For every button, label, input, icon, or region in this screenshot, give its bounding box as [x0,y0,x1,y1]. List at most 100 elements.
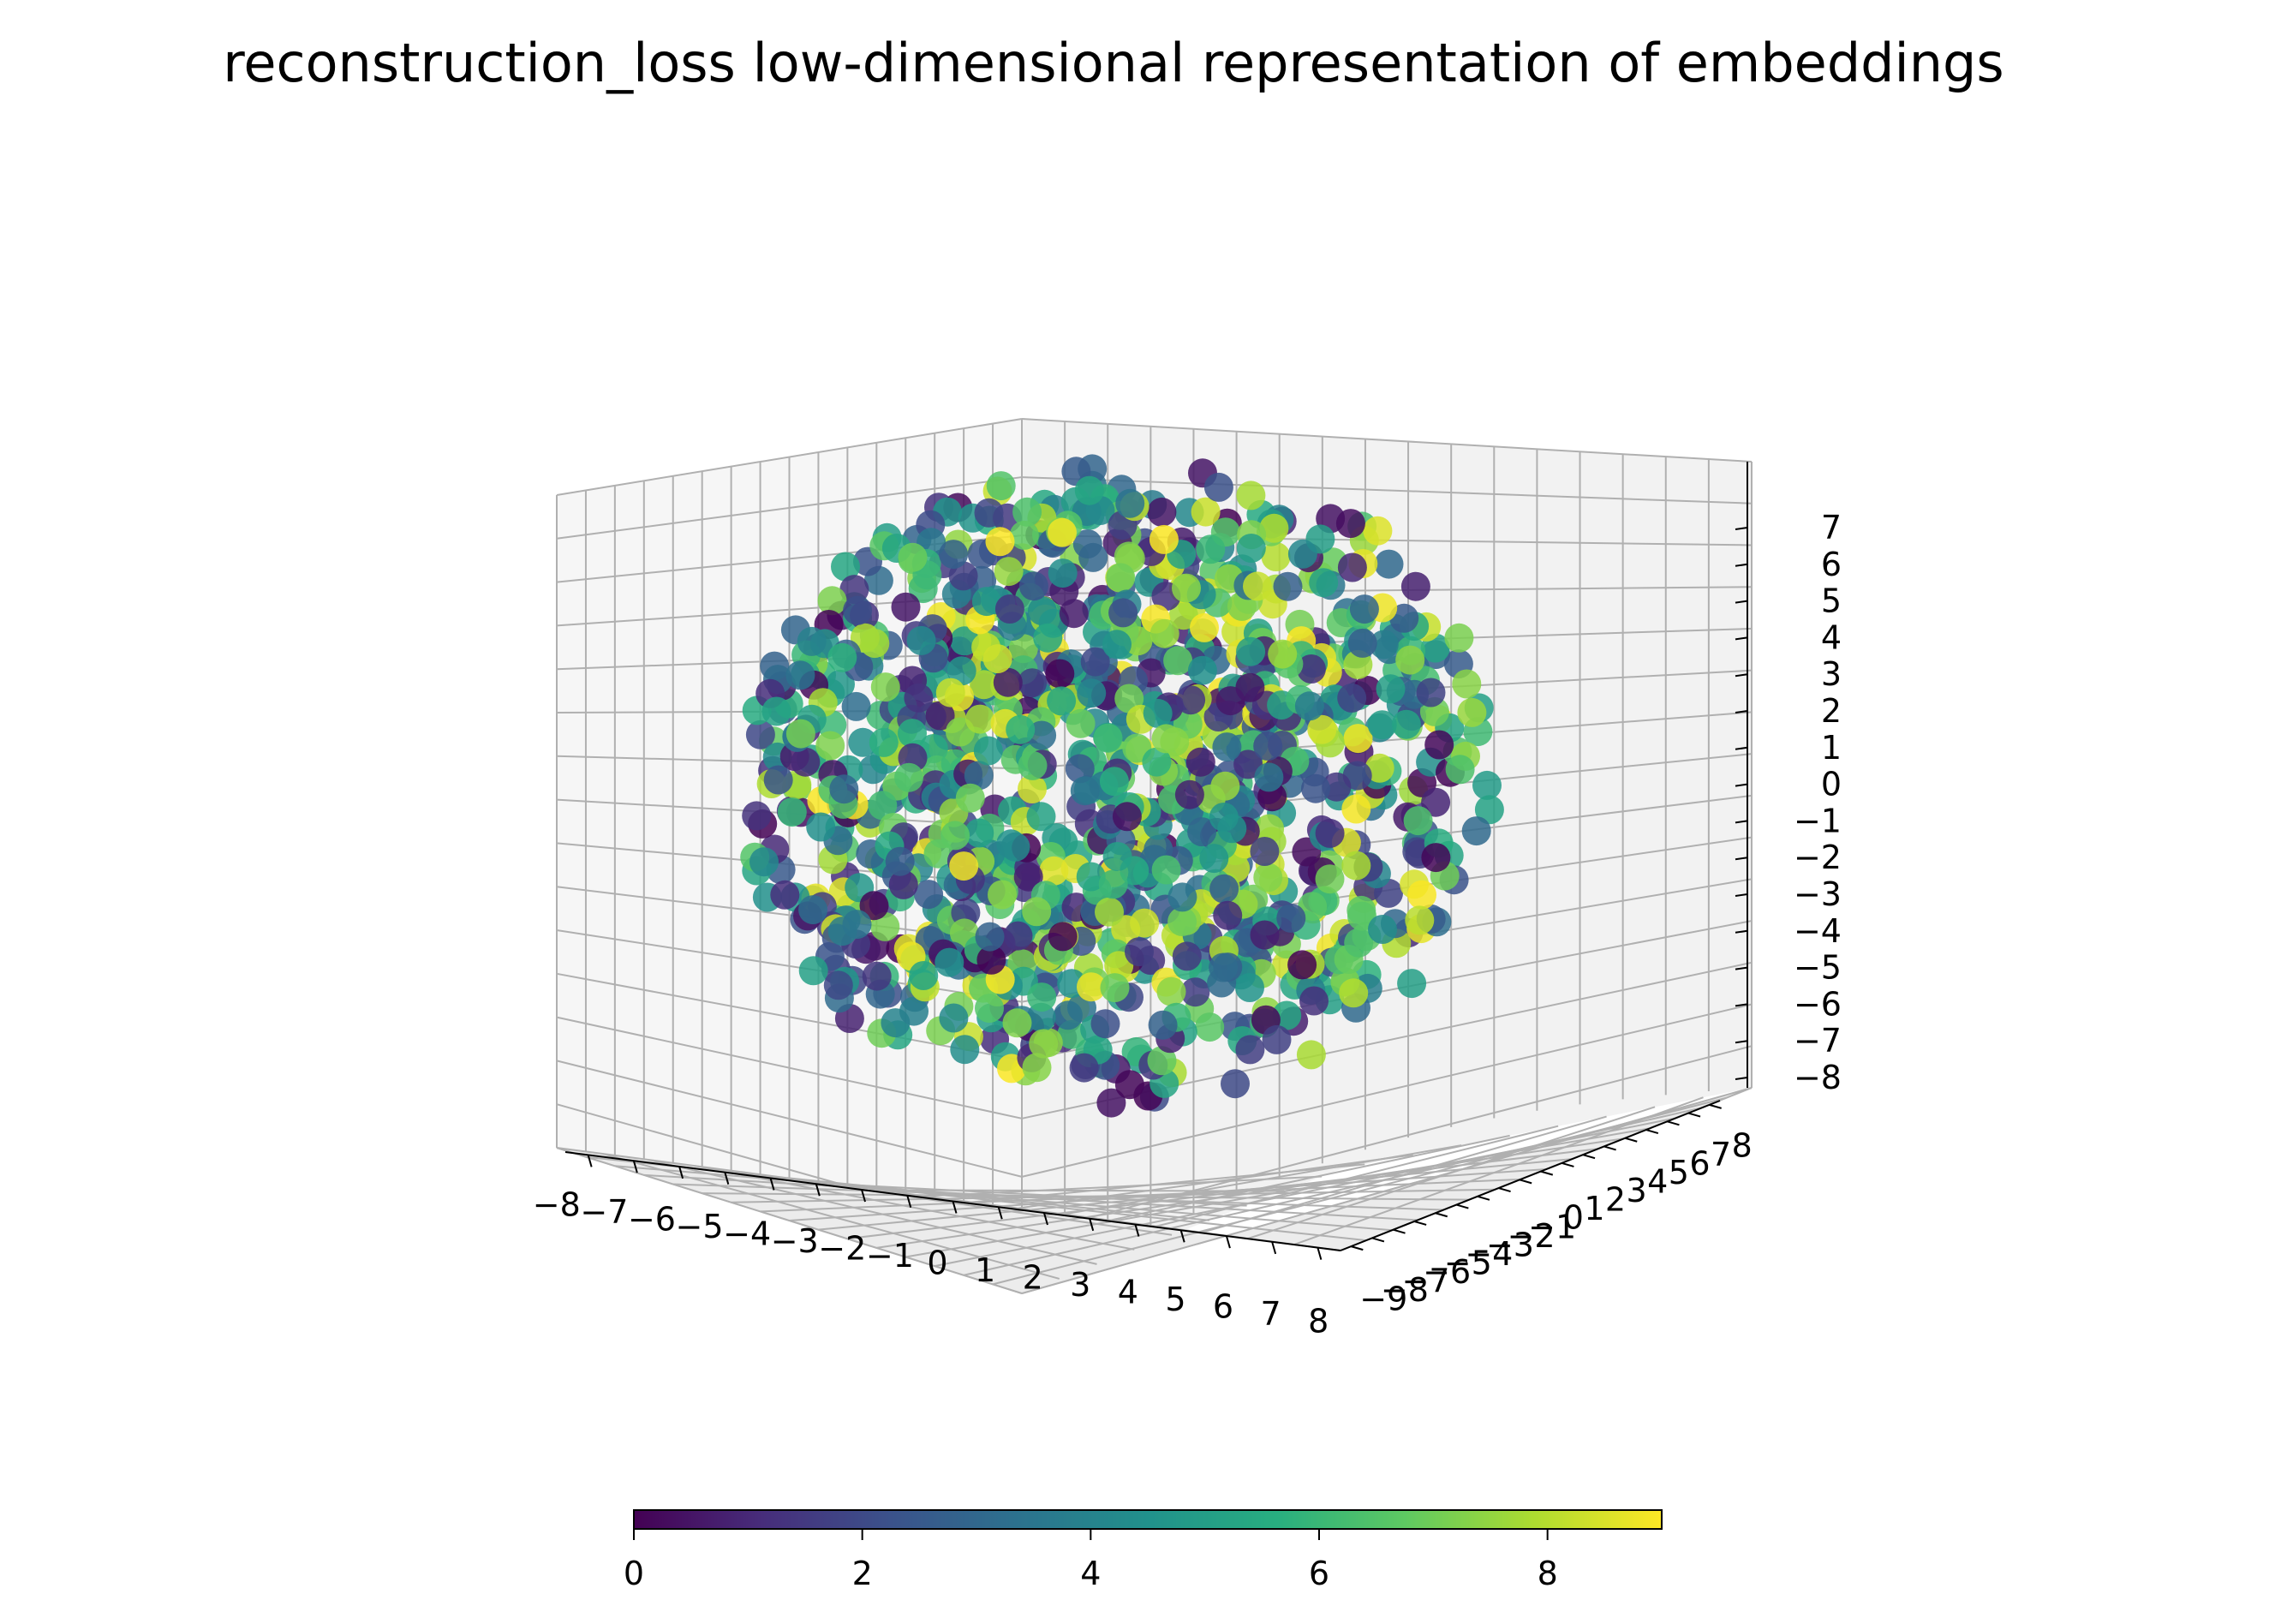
data-point [1080,647,1110,677]
y-tick-mark [1519,1179,1532,1185]
data-point [985,527,1015,557]
data-point [1395,645,1425,675]
data-point [797,626,827,656]
data-point [1322,772,1352,802]
x-tick-label: −8 [533,1185,581,1223]
x-tick-mark [769,1178,775,1191]
data-point [843,595,873,625]
data-point [1069,1053,1099,1083]
data-point [898,542,928,572]
x-tick-mark [1317,1247,1323,1260]
data-point [1209,952,1239,982]
y-axis: −9−8−7−6−5−4−3−2−10 1 2 3 4 5 6 7 8 [1340,1100,1753,1318]
colorbar-tick-label: 2 [852,1555,873,1592]
data-point [1212,732,1242,762]
x-tick-label: −4 [723,1215,771,1252]
data-point [1407,880,1436,910]
data-point [935,947,964,977]
grid-line [1202,1115,1607,1233]
data-point [1397,969,1427,999]
data-point [1337,683,1367,713]
data-point [1363,516,1393,546]
data-point [1276,903,1306,933]
data-point [1114,1070,1144,1100]
data-point [827,642,857,672]
data-point [1253,863,1283,893]
y-tick-mark [1351,1245,1364,1251]
data-point [1047,686,1077,716]
y-tick-mark [1540,1170,1554,1176]
z-tick-label: 4 [1821,618,1842,656]
data-point [1273,571,1303,601]
data-point [973,736,1003,766]
colorbar-tick-label: 0 [624,1555,644,1592]
data-point [1048,558,1078,588]
data-point [1461,816,1491,846]
grid-line [1018,1154,1413,1209]
data-point [1053,1000,1083,1030]
data-point [1472,770,1502,800]
data-point [1003,921,1033,951]
data-point [859,891,889,921]
y-tick-mark [1562,1161,1574,1167]
data-point [1098,869,1128,899]
data-point [1416,678,1446,708]
grid-line [556,1060,1023,1178]
y-tick-label: 7 [1711,1136,1731,1173]
data-point [1376,674,1406,704]
y-tick-label: 4 [1647,1163,1668,1201]
data-point [906,625,936,655]
data-point [1029,1029,1059,1059]
z-tick-label: −2 [1794,839,1842,876]
data-point [1180,977,1210,1007]
z-tick-label: 1 [1821,729,1842,767]
data-point [1074,475,1104,505]
z-tick-label: −1 [1794,802,1842,839]
data-point [1149,618,1179,648]
y-tick-mark [1709,1103,1722,1109]
data-point [860,629,890,659]
data-point [939,1003,969,1033]
data-point [1125,937,1154,967]
data-point [1167,882,1197,912]
data-point [842,910,872,940]
data-point [1444,623,1474,653]
z-tick-mark [1735,820,1748,824]
z-tick-mark [1735,857,1748,861]
data-point [1364,753,1394,783]
x-axis-ticks: −8 −7 −6 −5 −4 −3 −2 −1 0 1 2 3 4 5 6 7 8 [533,1155,1329,1340]
z-tick-label: −8 [1794,1059,1842,1096]
data-point [1474,795,1504,825]
z-tick-mark [1735,636,1748,641]
y-tick-label: −5 [1444,1245,1492,1282]
y-tick-label: −4 [1465,1235,1513,1273]
x-tick-mark [952,1201,958,1214]
data-point [982,644,1012,674]
data-point [1294,691,1324,721]
data-point [1368,915,1397,944]
data-point [1315,818,1345,848]
data-point [988,880,1017,910]
data-point [994,594,1024,624]
data-point [888,869,918,899]
data-point [1033,623,1063,653]
grid-line [1155,1125,1559,1227]
data-point [1102,630,1132,660]
z-tick-label: 7 [1821,509,1842,546]
data-point [1196,534,1226,564]
data-point [891,592,921,622]
data-point [1287,539,1317,569]
data-point [817,586,847,616]
data-point [831,552,860,582]
data-point [1163,646,1193,676]
data-point [806,812,836,842]
x-tick-label: 6 [1213,1288,1233,1326]
data-point [868,791,898,821]
z-tick-mark [1735,746,1748,750]
data-point [1059,599,1089,629]
data-point [761,696,791,726]
grid-line [1109,1134,1510,1221]
data-point [1233,749,1263,779]
grid-line [879,1189,1285,1192]
y-tick-mark [1393,1228,1406,1234]
